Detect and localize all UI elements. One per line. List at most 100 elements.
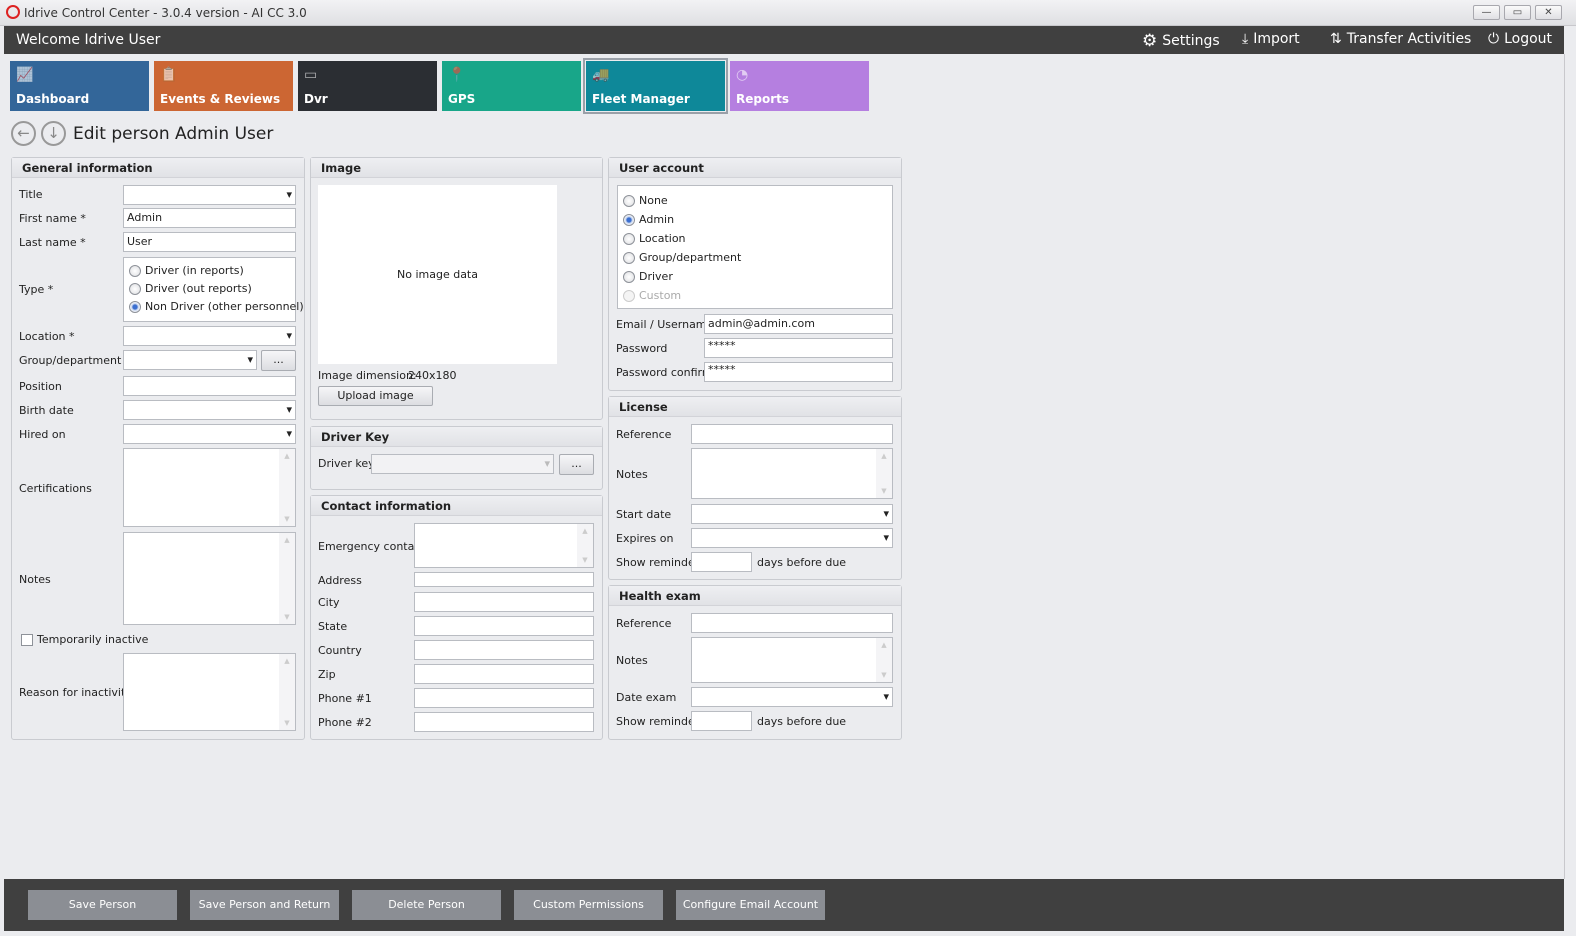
role-radio-custom: Custom (623, 289, 681, 302)
save-person-button[interactable]: Save Person (28, 890, 177, 920)
password-input[interactable]: ***** (704, 338, 893, 358)
driver-key-browse-button[interactable]: ... (559, 454, 594, 475)
license-reminder-label: Show reminder (616, 556, 700, 569)
notes-textarea[interactable]: ▲ ▼ (123, 532, 296, 625)
type-label: Type * (19, 283, 54, 296)
radio-icon (129, 264, 141, 277)
health-date-picker[interactable] (691, 687, 893, 707)
tile-events-reviews[interactable]: 📋 Events & Reviews (154, 61, 293, 111)
no-image-text: No image data (397, 268, 478, 281)
city-input[interactable] (414, 592, 594, 612)
tile-reports[interactable]: ◔ Reports (730, 61, 869, 111)
maximize-button[interactable]: ▭ (1504, 5, 1531, 20)
minimize-button[interactable]: — (1473, 5, 1500, 20)
email-input[interactable]: admin@admin.com (704, 314, 893, 334)
emergency-contact-label: Emergency contact (318, 540, 425, 553)
delete-person-button[interactable]: Delete Person (352, 890, 501, 920)
divider (1564, 54, 1565, 879)
scrollbar[interactable]: ▲ ▼ (279, 449, 295, 526)
phone1-input[interactable] (414, 688, 594, 708)
certifications-textarea[interactable]: ▲ ▼ (123, 448, 296, 527)
type-radio-driver-out[interactable]: Driver (out reports) (129, 282, 252, 295)
panel-header: Image (311, 158, 602, 178)
license-reminder-input[interactable] (691, 552, 752, 572)
address-label: Address (318, 574, 362, 587)
scrollbar[interactable]: ▲ ▼ (577, 524, 593, 567)
position-input[interactable] (123, 376, 296, 396)
tile-dashboard[interactable]: 📈 Dashboard (10, 61, 149, 111)
reason-textarea[interactable]: ▲ ▼ (123, 653, 296, 731)
state-label: State (318, 620, 348, 633)
group-browse-button[interactable]: ... (261, 350, 296, 371)
transfer-icon: ⇅ (1330, 31, 1342, 47)
image-preview: No image data (318, 185, 557, 364)
license-start-picker[interactable] (691, 504, 893, 524)
scrollbar[interactable]: ▲ ▼ (876, 638, 892, 682)
configure-email-account-button[interactable]: Configure Email Account (676, 890, 825, 920)
chart-icon: 📈 (16, 67, 34, 83)
panel-header: Contact information (311, 496, 602, 516)
password-label: Password (616, 342, 668, 355)
address-textarea[interactable] (414, 572, 594, 587)
upload-image-button[interactable]: Upload image (318, 386, 433, 406)
custom-permissions-button[interactable]: Custom Permissions (514, 890, 663, 920)
license-start-label: Start date (616, 508, 672, 521)
save-person-and-return-button[interactable]: Save Person and Return (190, 890, 339, 920)
hired-on-picker[interactable] (123, 424, 296, 444)
welcome-text: Welcome Idrive User (16, 32, 161, 48)
panel-header: Health exam (609, 586, 901, 606)
tile-fleet-manager[interactable]: 🚚 Fleet Manager (583, 58, 728, 114)
back-arrow-icon[interactable]: ← (11, 121, 36, 146)
country-input[interactable] (414, 640, 594, 660)
group-select[interactable] (123, 350, 257, 370)
location-select[interactable] (123, 326, 296, 346)
tile-dvr[interactable]: ▭ Dvr (298, 61, 437, 111)
import-button[interactable]: ⤓ Import (1242, 31, 1300, 47)
type-radio-driver-in[interactable]: Driver (in reports) (129, 264, 244, 277)
radio-selected-icon (129, 300, 141, 313)
type-radio-non-driver[interactable]: Non Driver (other personnel) (129, 300, 304, 313)
license-expires-picker[interactable] (691, 528, 893, 548)
transfer-activities-button[interactable]: ⇅ Transfer Activities (1330, 31, 1472, 47)
title-select[interactable] (123, 185, 296, 205)
driver-key-select[interactable] (371, 454, 554, 474)
first-name-input[interactable]: Admin (123, 208, 296, 228)
scrollbar[interactable]: ▲ ▼ (279, 533, 295, 624)
down-arrow-icon[interactable]: ↓ (41, 121, 66, 146)
state-input[interactable] (414, 616, 594, 636)
role-radio-driver[interactable]: Driver (623, 270, 673, 283)
certifications-label: Certifications (19, 482, 92, 495)
emergency-contact-textarea[interactable]: ▲ ▼ (414, 523, 594, 568)
password-confirm-input[interactable]: ***** (704, 362, 893, 382)
password-confirm-label: Password confirm (616, 366, 713, 379)
role-radio-admin[interactable]: Admin (623, 213, 674, 226)
scrollbar[interactable]: ▲ ▼ (279, 654, 295, 730)
radio-icon (623, 251, 635, 264)
license-reference-input[interactable] (691, 424, 893, 444)
logout-button[interactable]: ⏻ Logout (1488, 31, 1553, 47)
role-radio-location[interactable]: Location (623, 232, 686, 245)
birth-date-picker[interactable] (123, 400, 296, 420)
license-notes-textarea[interactable]: ▲ ▼ (691, 448, 893, 499)
title-label: Title (19, 188, 43, 201)
zip-input[interactable] (414, 664, 594, 684)
phone2-input[interactable] (414, 712, 594, 732)
health-reminder-input[interactable] (691, 711, 752, 731)
close-button[interactable]: ✕ (1535, 5, 1562, 20)
vehicles-icon: 🚚 (592, 67, 610, 83)
health-reference-input[interactable] (691, 613, 893, 633)
email-label: Email / Username (616, 318, 714, 331)
health-notes-textarea[interactable]: ▲ ▼ (691, 637, 893, 683)
app-logo-icon (6, 5, 20, 19)
role-radio-group[interactable]: Group/department (623, 251, 741, 264)
role-radio-none[interactable]: None (623, 194, 668, 207)
last-name-input[interactable]: User (123, 232, 296, 252)
settings-button[interactable]: ⚙ Settings (1142, 31, 1220, 51)
license-notes-label: Notes (616, 468, 648, 481)
scrollbar[interactable]: ▲ ▼ (876, 449, 892, 498)
tile-gps[interactable]: 📍 GPS (442, 61, 581, 111)
temporarily-inactive-checkbox[interactable]: Temporarily inactive (21, 633, 148, 646)
health-notes-label: Notes (616, 654, 648, 667)
clipboard-icon: 📋 (160, 67, 178, 83)
type-radio-group: Driver (in reports) Driver (out reports)… (123, 257, 304, 322)
